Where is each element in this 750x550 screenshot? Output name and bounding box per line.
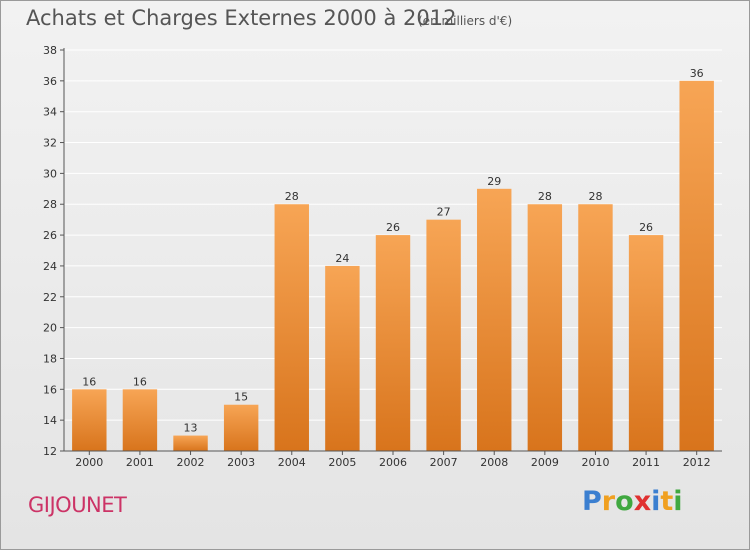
- y-tick-label: 12: [43, 445, 57, 458]
- proxiti-logo: Proxiti: [582, 486, 683, 517]
- bar-2002: [173, 435, 208, 451]
- y-tick-label: 30: [43, 167, 57, 180]
- logo-letter: t: [660, 486, 674, 517]
- y-tick-label: 16: [43, 383, 57, 396]
- bar-2007: [426, 219, 461, 451]
- logo-letter: i: [673, 486, 683, 517]
- y-tick-label: 22: [43, 291, 57, 304]
- x-tick-label: 2001: [126, 456, 154, 469]
- bar-2000: [72, 389, 107, 451]
- bar-value-label: 28: [285, 190, 299, 203]
- bar-value-label: 13: [184, 422, 198, 435]
- logo-letter: x: [633, 486, 652, 517]
- y-tick-label: 28: [43, 198, 57, 211]
- bar-2001: [122, 389, 158, 451]
- bar-value-label: 16: [82, 375, 96, 388]
- y-tick-label: 26: [43, 229, 57, 242]
- bar-2009: [527, 204, 563, 451]
- x-tick-label: 2005: [328, 456, 356, 469]
- logo-letter: o: [615, 486, 634, 517]
- x-tick-label: 2000: [75, 456, 103, 469]
- bar-value-label: 26: [386, 221, 400, 234]
- logo-letter: P: [582, 486, 602, 517]
- x-tick-label: 2007: [430, 456, 458, 469]
- bar-value-label: 28: [538, 190, 552, 203]
- bar-value-label: 15: [234, 391, 248, 404]
- bars: [72, 80, 714, 452]
- y-tick-label: 36: [43, 75, 57, 88]
- y-tick-label: 34: [43, 106, 57, 119]
- y-tick-label: 14: [43, 414, 57, 427]
- bar-2006: [375, 235, 411, 451]
- chart-title: Achats et Charges Externes 2000 à 2012: [26, 6, 457, 30]
- x-tick-label: 2006: [379, 456, 407, 469]
- bar-value-label: 36: [690, 67, 704, 80]
- bar-value-label: 24: [335, 252, 349, 265]
- bar-value-label: 29: [487, 175, 501, 188]
- x-tick-label: 2010: [581, 456, 609, 469]
- logo-letter: i: [651, 486, 661, 517]
- y-tick-label: 32: [43, 137, 57, 150]
- bar-2010: [578, 204, 613, 451]
- x-tick-label: 2012: [683, 456, 711, 469]
- chart-subtitle: (en milliers d'€): [418, 14, 513, 28]
- bar-value-label: 16: [133, 375, 147, 388]
- bar-2012: [679, 80, 714, 451]
- y-tick-label: 18: [43, 352, 57, 365]
- x-tick-label: 2002: [177, 456, 205, 469]
- bar-2004: [274, 204, 309, 451]
- bar-value-label: 26: [639, 221, 653, 234]
- y-tick-label: 20: [43, 322, 57, 335]
- commune-name: GIJOUNET: [28, 493, 127, 517]
- y-tick-label: 24: [43, 260, 57, 273]
- x-tick-label: 2003: [227, 456, 255, 469]
- x-tick-label: 2008: [480, 456, 508, 469]
- bar-2011: [628, 235, 664, 451]
- x-tick-label: 2009: [531, 456, 559, 469]
- x-tick-label: 2011: [632, 456, 660, 469]
- logo-letter: r: [601, 486, 616, 517]
- x-tick-label: 2004: [278, 456, 306, 469]
- labels: 12 14 16 18 20 22 24 26 28 30 32 34 36 38 16 2000 16 2001…: [43, 44, 711, 469]
- bar-2003: [223, 404, 259, 451]
- y-tick-label: 38: [43, 44, 57, 57]
- bar-2008: [477, 188, 512, 452]
- axes: [60, 48, 722, 455]
- bar-2005: [325, 265, 360, 451]
- bar-value-label: 28: [588, 190, 602, 203]
- bar-value-label: 27: [437, 206, 451, 219]
